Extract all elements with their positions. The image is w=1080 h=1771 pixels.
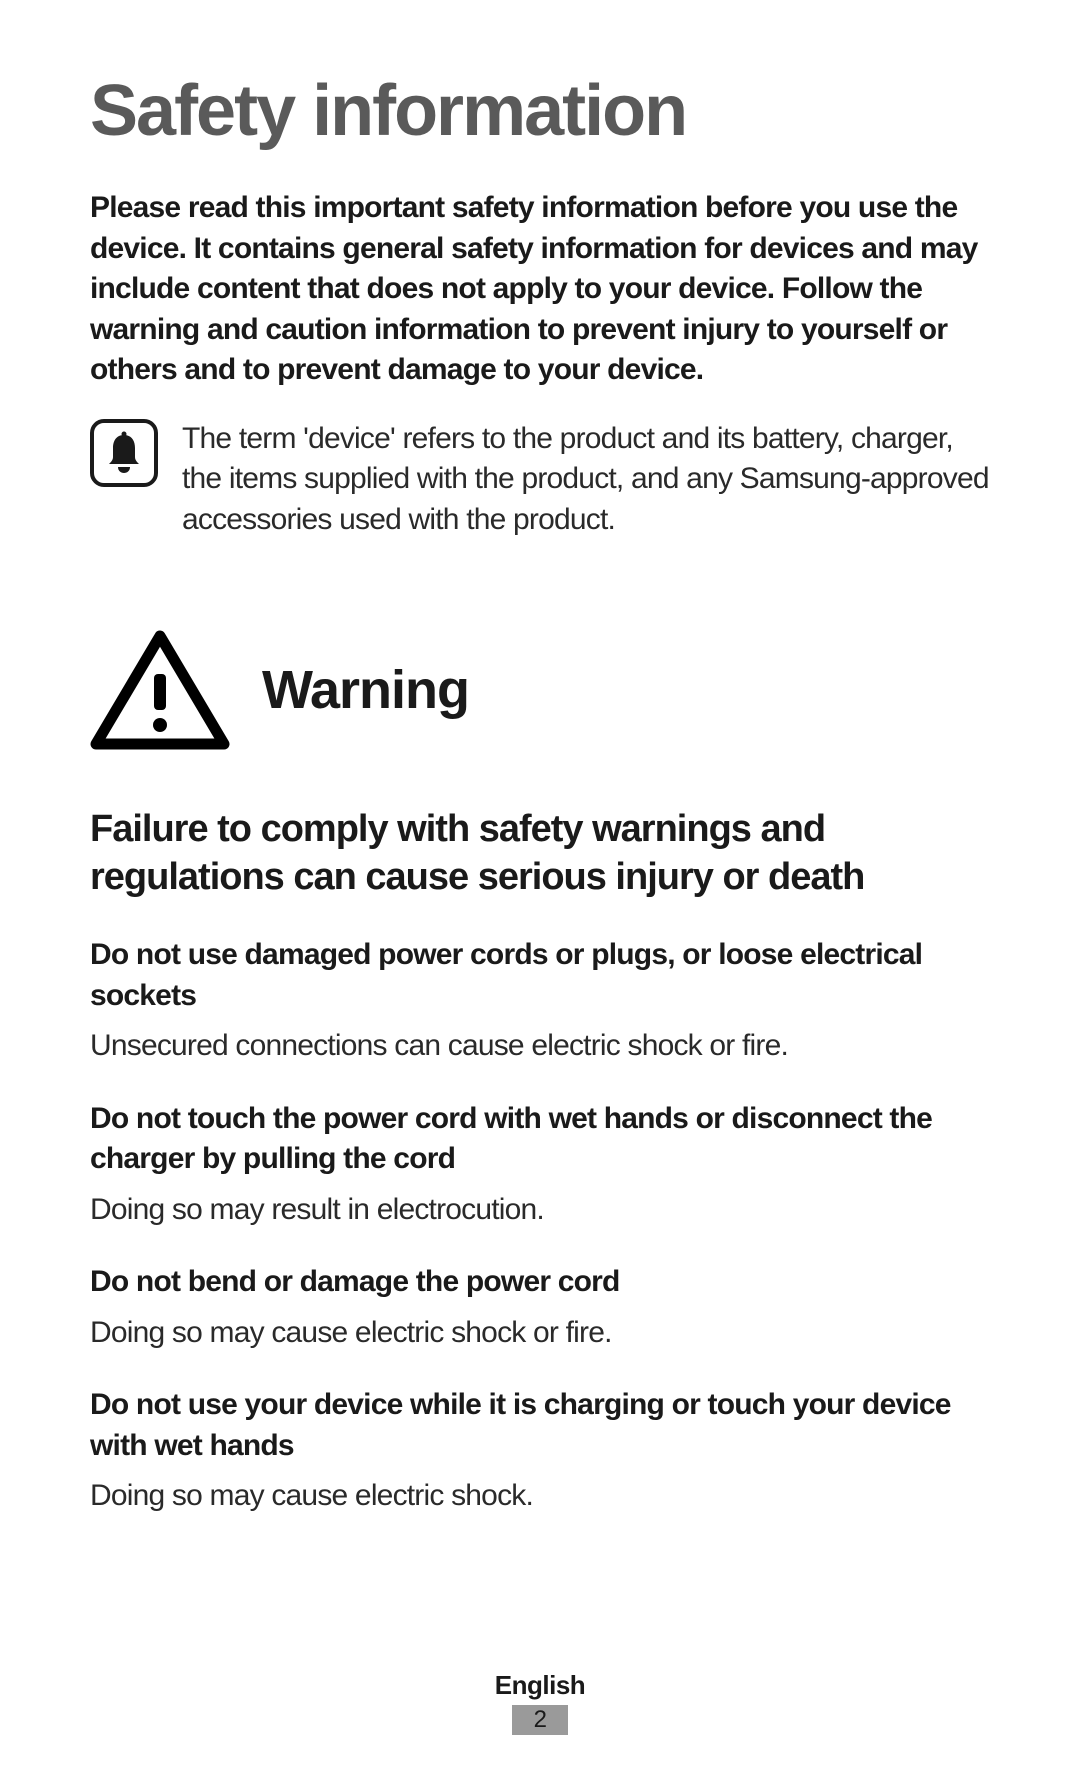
- warning-item: Do not bend or damage the power cord Doi…: [90, 1262, 990, 1353]
- page-title: Safety information: [90, 70, 990, 152]
- footer-page-number: 2: [512, 1705, 569, 1735]
- warning-item-title: Do not touch the power cord with wet han…: [90, 1099, 990, 1180]
- footer-language: English: [0, 1670, 1080, 1701]
- warning-item-title: Do not bend or damage the power cord: [90, 1262, 990, 1303]
- warning-item-title: Do not use damaged power cords or plugs,…: [90, 935, 990, 1016]
- warning-subheading: Failure to comply with safety warnings a…: [90, 806, 990, 901]
- warning-item-body: Unsecured connections can cause electric…: [90, 1026, 990, 1067]
- warning-title: Warning: [262, 659, 469, 721]
- warning-item-title: Do not use your device while it is charg…: [90, 1385, 990, 1466]
- warning-item: Do not touch the power cord with wet han…: [90, 1099, 990, 1231]
- warning-item-body: Doing so may cause electric shock or fir…: [90, 1313, 990, 1354]
- note-text: The term 'device' refers to the product …: [182, 419, 990, 541]
- note-block: The term 'device' refers to the product …: [90, 419, 990, 541]
- intro-paragraph: Please read this important safety inform…: [90, 188, 990, 391]
- warning-triangle-icon: [90, 630, 230, 750]
- warning-header: Warning: [90, 630, 990, 750]
- warning-item: Do not use damaged power cords or plugs,…: [90, 935, 990, 1067]
- warning-item-body: Doing so may cause electric shock.: [90, 1476, 990, 1517]
- warning-item-body: Doing so may result in electrocution.: [90, 1190, 990, 1231]
- bell-icon: [90, 419, 158, 487]
- warning-item: Do not use your device while it is charg…: [90, 1385, 990, 1517]
- page-footer: English 2: [0, 1670, 1080, 1735]
